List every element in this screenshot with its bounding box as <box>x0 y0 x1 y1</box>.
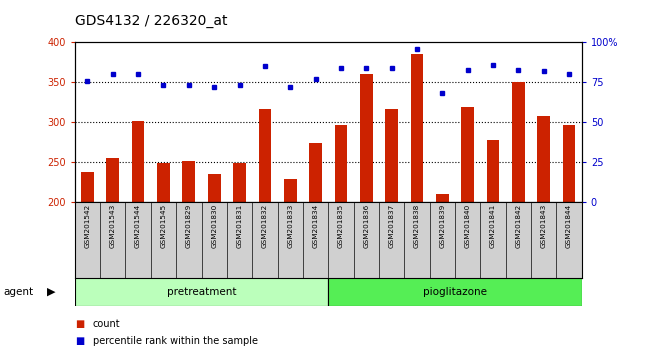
Text: GSM201829: GSM201829 <box>186 204 192 248</box>
Text: GSM201838: GSM201838 <box>414 204 420 248</box>
Bar <box>309 143 322 202</box>
Text: percentile rank within the sample: percentile rank within the sample <box>93 336 258 346</box>
Text: GSM201543: GSM201543 <box>110 204 116 248</box>
Text: GSM201832: GSM201832 <box>262 204 268 248</box>
Bar <box>360 74 372 202</box>
Text: GSM201842: GSM201842 <box>515 204 521 248</box>
Bar <box>252 202 278 278</box>
Text: GSM201841: GSM201841 <box>490 204 496 248</box>
Text: ▶: ▶ <box>47 287 55 297</box>
Bar <box>303 202 328 278</box>
Bar <box>208 174 220 202</box>
Text: GSM201831: GSM201831 <box>237 204 242 248</box>
Bar <box>125 202 151 278</box>
Bar <box>480 202 506 278</box>
Bar <box>176 202 202 278</box>
Bar <box>455 202 480 278</box>
Text: GSM201544: GSM201544 <box>135 204 141 248</box>
Bar <box>75 278 328 306</box>
Bar <box>354 202 379 278</box>
Text: GDS4132 / 226320_at: GDS4132 / 226320_at <box>75 14 228 28</box>
Bar <box>328 278 582 306</box>
Text: GSM201837: GSM201837 <box>389 204 395 248</box>
Bar <box>404 202 430 278</box>
Bar <box>436 194 448 202</box>
Text: GSM201833: GSM201833 <box>287 204 293 248</box>
Text: ■: ■ <box>75 336 84 346</box>
Bar <box>100 202 125 278</box>
Text: ■: ■ <box>75 319 84 329</box>
Bar <box>227 202 252 278</box>
Text: count: count <box>93 319 121 329</box>
Bar <box>233 163 246 202</box>
Text: pioglitazone: pioglitazone <box>423 287 487 297</box>
Text: GSM201836: GSM201836 <box>363 204 369 248</box>
Bar <box>506 202 531 278</box>
Bar <box>107 158 119 202</box>
Bar <box>430 202 455 278</box>
Bar <box>284 179 296 202</box>
Text: GSM201839: GSM201839 <box>439 204 445 248</box>
Text: GSM201835: GSM201835 <box>338 204 344 248</box>
Bar <box>379 202 404 278</box>
Text: GSM201542: GSM201542 <box>84 204 90 248</box>
Bar <box>531 202 556 278</box>
Bar <box>259 109 271 202</box>
Bar <box>157 163 170 202</box>
Bar <box>202 202 227 278</box>
Text: GSM201844: GSM201844 <box>566 204 572 248</box>
Text: GSM201840: GSM201840 <box>465 204 471 248</box>
Text: GSM201830: GSM201830 <box>211 204 217 248</box>
Bar <box>462 107 474 202</box>
Text: GSM201843: GSM201843 <box>541 204 547 248</box>
Text: GSM201834: GSM201834 <box>313 204 318 248</box>
Bar <box>151 202 176 278</box>
Bar <box>81 172 94 202</box>
Text: agent: agent <box>3 287 33 297</box>
Bar <box>335 125 347 202</box>
Text: pretreatment: pretreatment <box>167 287 236 297</box>
Text: GSM201545: GSM201545 <box>161 204 166 248</box>
Bar <box>411 53 423 202</box>
Bar <box>132 121 144 202</box>
Bar <box>556 202 582 278</box>
Bar <box>563 125 575 202</box>
Bar <box>183 161 195 202</box>
Bar <box>487 139 499 202</box>
Bar <box>385 109 398 202</box>
Bar <box>512 81 525 202</box>
Bar <box>328 202 354 278</box>
Bar <box>75 202 100 278</box>
Bar <box>538 116 550 202</box>
Bar <box>278 202 303 278</box>
